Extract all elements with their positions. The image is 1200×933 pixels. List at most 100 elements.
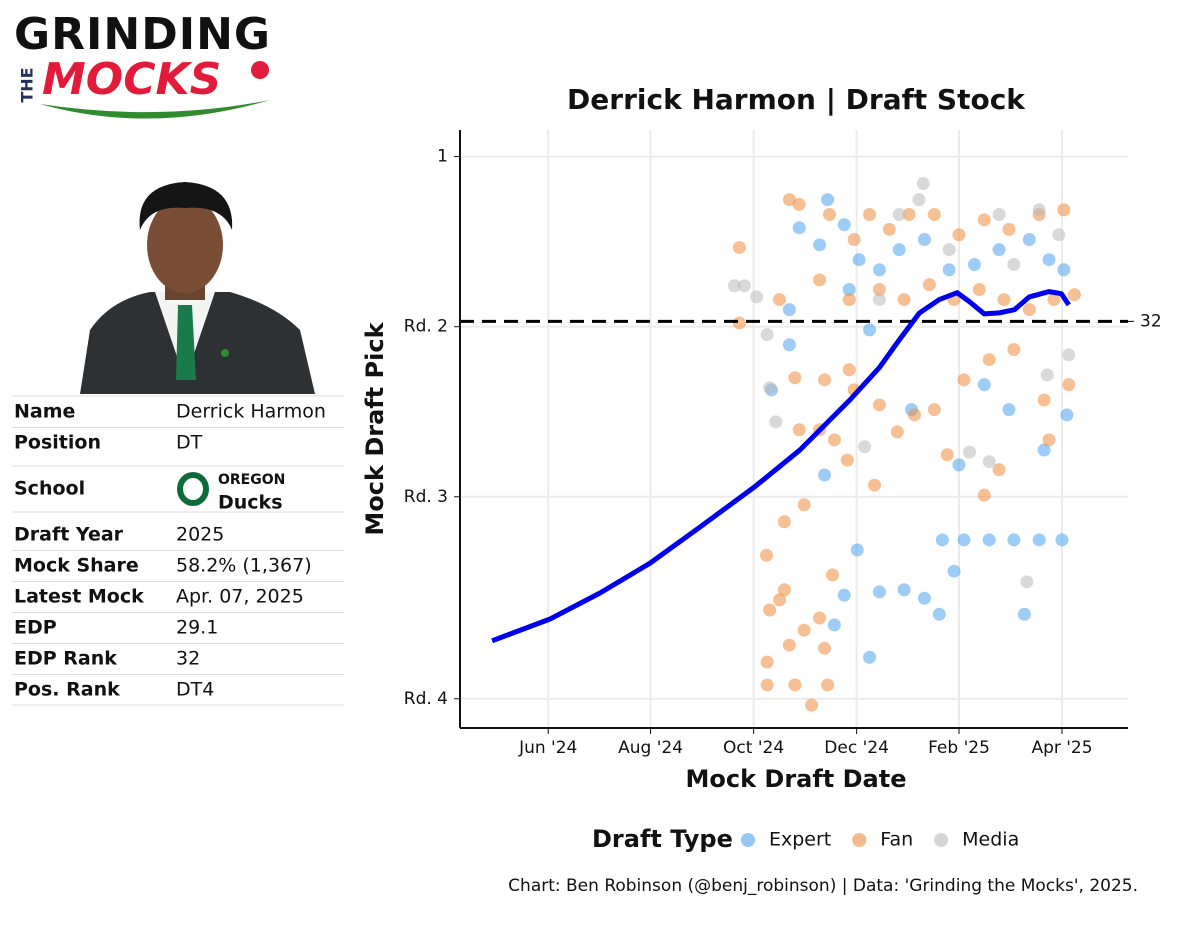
point bbox=[1007, 343, 1021, 357]
point bbox=[1022, 233, 1036, 247]
y-tick-label: Rd. 3 bbox=[404, 487, 448, 507]
point bbox=[797, 498, 811, 512]
point bbox=[872, 263, 886, 277]
x-tick-label: Oct '24 bbox=[723, 738, 784, 758]
point bbox=[897, 293, 911, 307]
logo-field bbox=[40, 100, 270, 119]
point bbox=[842, 293, 856, 307]
point bbox=[1007, 257, 1021, 271]
point bbox=[967, 257, 981, 271]
point bbox=[850, 543, 864, 557]
point bbox=[782, 638, 796, 652]
point bbox=[882, 222, 896, 236]
point bbox=[952, 228, 966, 242]
point bbox=[932, 607, 946, 621]
point bbox=[782, 338, 796, 352]
point bbox=[732, 240, 746, 254]
caption: Chart: Ben Robinson (@benj_robinson) | D… bbox=[508, 876, 1138, 896]
point bbox=[818, 373, 832, 387]
logo-runner bbox=[251, 61, 269, 79]
row-label: Draft Year bbox=[14, 524, 124, 546]
point bbox=[1047, 293, 1061, 307]
logo-line3: MOCKS bbox=[42, 54, 221, 105]
logo: GRINDING THE MOCKS bbox=[14, 9, 270, 119]
point bbox=[777, 515, 791, 529]
point bbox=[821, 678, 835, 692]
point bbox=[977, 213, 991, 227]
y-tick-label: 1 bbox=[437, 147, 448, 167]
row-label: EDP bbox=[14, 617, 57, 639]
row-value: 29.1 bbox=[176, 617, 218, 639]
chart: Derrick Harmon | Draft Stock 1 Rd. 2 Rd. 3 R… bbox=[361, 83, 1162, 896]
legend-label: Expert bbox=[769, 829, 831, 851]
point bbox=[852, 253, 866, 267]
x-axis-title: Mock Draft Date bbox=[685, 765, 906, 793]
point bbox=[840, 453, 854, 467]
point bbox=[867, 478, 881, 492]
school-name: Oregon bbox=[218, 472, 285, 488]
point bbox=[1042, 253, 1056, 267]
point bbox=[1057, 263, 1071, 277]
legend-title: Draft Type bbox=[592, 825, 733, 853]
point bbox=[826, 568, 840, 582]
point bbox=[892, 208, 906, 222]
point bbox=[750, 290, 764, 304]
row-label: Pos. Rank bbox=[14, 679, 120, 701]
point bbox=[1002, 222, 1016, 236]
point bbox=[1037, 443, 1051, 457]
point bbox=[837, 218, 851, 232]
point bbox=[952, 458, 966, 472]
point bbox=[863, 208, 877, 222]
point bbox=[842, 282, 856, 296]
point bbox=[1037, 393, 1051, 407]
point bbox=[1020, 575, 1034, 589]
point bbox=[827, 433, 841, 447]
point bbox=[727, 279, 741, 293]
point bbox=[957, 533, 971, 547]
point bbox=[1022, 303, 1036, 317]
point bbox=[942, 263, 956, 277]
point bbox=[813, 611, 827, 625]
point bbox=[1007, 533, 1021, 547]
point bbox=[927, 403, 941, 417]
point bbox=[769, 415, 783, 429]
x-tick-label: Jun '24 bbox=[518, 738, 577, 758]
point bbox=[813, 273, 827, 287]
point bbox=[797, 623, 811, 637]
row-value: Derrick Harmon bbox=[176, 401, 326, 423]
point bbox=[760, 678, 774, 692]
point bbox=[940, 448, 954, 462]
point bbox=[872, 398, 886, 412]
point bbox=[992, 208, 1006, 222]
point bbox=[822, 208, 836, 222]
row-label: School bbox=[14, 478, 85, 500]
point bbox=[1002, 403, 1016, 417]
point bbox=[872, 585, 886, 599]
point bbox=[773, 593, 787, 607]
point bbox=[792, 221, 806, 235]
point bbox=[957, 373, 971, 387]
point bbox=[908, 408, 922, 422]
point bbox=[935, 533, 949, 547]
point bbox=[972, 282, 986, 296]
point bbox=[773, 293, 787, 307]
point bbox=[982, 533, 996, 547]
point bbox=[872, 293, 886, 307]
point bbox=[782, 193, 796, 207]
reference-label: 32 bbox=[1140, 311, 1162, 331]
point bbox=[1040, 368, 1054, 382]
row-label: Mock Share bbox=[14, 555, 139, 577]
point bbox=[922, 278, 936, 292]
point bbox=[805, 698, 819, 712]
legend-swatch bbox=[852, 833, 867, 847]
row-value: 58.2% (1,367) bbox=[176, 555, 312, 577]
y-axis-title: Mock Draft Pick bbox=[361, 321, 389, 535]
point bbox=[821, 193, 835, 207]
point bbox=[1017, 607, 1031, 621]
x-tick-label: Feb '25 bbox=[928, 738, 990, 758]
point bbox=[813, 238, 827, 252]
point bbox=[1062, 378, 1076, 392]
point bbox=[788, 678, 802, 692]
